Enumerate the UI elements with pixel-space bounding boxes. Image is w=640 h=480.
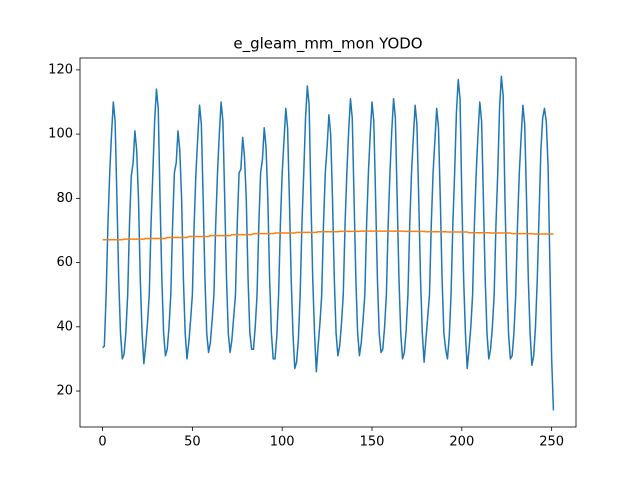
x-tick-label: 50 xyxy=(184,435,201,450)
y-tick-label: 40 xyxy=(56,319,73,334)
x-tick-label: 0 xyxy=(98,435,106,450)
y-tick-label: 80 xyxy=(56,191,73,206)
y-tick-label: 60 xyxy=(56,255,73,270)
x-tick-label: 200 xyxy=(449,435,474,450)
y-tick-label: 20 xyxy=(56,384,73,399)
y-tick-label: 100 xyxy=(48,127,73,142)
x-tick-label: 150 xyxy=(360,435,385,450)
line xyxy=(102,75,555,411)
line xyxy=(102,230,554,241)
x-tick-label: 100 xyxy=(270,435,295,450)
x-tick-label: 250 xyxy=(539,435,564,450)
chart-title: e_gleam_mm_mon YODO xyxy=(233,35,422,54)
y-tick-label: 120 xyxy=(48,62,73,77)
axes-frame xyxy=(79,57,577,428)
